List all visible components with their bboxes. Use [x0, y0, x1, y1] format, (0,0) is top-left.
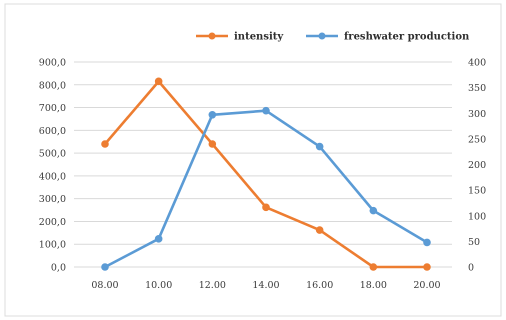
y-right-tick-label: 0	[468, 263, 474, 274]
y-right-tick-label: 100	[468, 211, 486, 222]
legend: intensity freshwater production	[196, 32, 470, 43]
x-tick-label: 20.00	[413, 280, 440, 291]
data-point-freshwater-production	[101, 263, 109, 271]
data-point-intensity	[101, 140, 109, 148]
y-right-tick-label: 300	[468, 109, 486, 120]
y-right-tick-label: 150	[468, 186, 486, 197]
y-right-tick-label: 400	[468, 58, 486, 69]
data-point-intensity	[154, 77, 163, 86]
left-axis-ticks: 0,0 100,0 200,0 300,0 400,0 500,0 600,0 700,0 80…	[39, 58, 66, 274]
data-point-intensity	[208, 140, 217, 148]
y-right-tick-label: 250	[468, 134, 486, 145]
x-tick-label: 12.00	[199, 280, 226, 291]
y-left-tick-label: 700,0	[39, 103, 66, 114]
chart-frame	[4, 3, 502, 317]
x-tick-label: 10.00	[145, 280, 172, 291]
data-point-freshwater-production	[154, 235, 163, 243]
y-left-tick-label: 400,0	[39, 171, 66, 182]
data-point-intensity	[423, 263, 431, 271]
x-tick-label: 18.00	[360, 280, 387, 291]
series-layer	[101, 77, 431, 271]
y-right-tick-label: 50	[468, 237, 480, 248]
data-point-freshwater-production	[423, 238, 431, 247]
legend-item-intensity: intensity	[196, 32, 284, 43]
y-left-tick-label: 200,0	[39, 217, 66, 228]
y-left-tick-label: 100,0	[39, 240, 66, 251]
y-left-tick-label: 0,0	[51, 263, 66, 274]
data-point-intensity	[315, 226, 324, 234]
legend-item-freshwater-production: freshwater production	[306, 32, 470, 43]
x-axis-ticks: 08.00 10.00 12.00 14.00 16.00 18.00 20.00	[91, 280, 440, 291]
data-point-freshwater-production	[315, 142, 324, 151]
y-left-tick-label: 800,0	[39, 80, 66, 91]
y-left-tick-label: 600,0	[39, 126, 66, 137]
y-right-tick-label: 200	[468, 160, 486, 171]
data-point-freshwater-production	[208, 110, 217, 119]
data-point-freshwater-production	[369, 206, 378, 215]
data-point-freshwater-production	[262, 106, 270, 115]
y-left-tick-label: 300,0	[39, 194, 66, 205]
x-tick-label: 08.00	[91, 280, 118, 291]
legend-label-intensity: intensity	[234, 32, 284, 43]
data-point-intensity	[262, 203, 270, 212]
x-tick-label: 14.00	[252, 280, 279, 291]
y-right-tick-label: 350	[468, 83, 486, 94]
y-left-tick-label: 500,0	[39, 149, 66, 160]
legend-label-freshwater-production: freshwater production	[344, 32, 470, 43]
right-axis-ticks: 0 50 100 150 200 250 300 350 400	[468, 58, 486, 274]
y-left-tick-label: 900,0	[39, 58, 66, 69]
data-point-intensity	[369, 263, 378, 271]
x-tick-label: 16.00	[306, 280, 333, 291]
